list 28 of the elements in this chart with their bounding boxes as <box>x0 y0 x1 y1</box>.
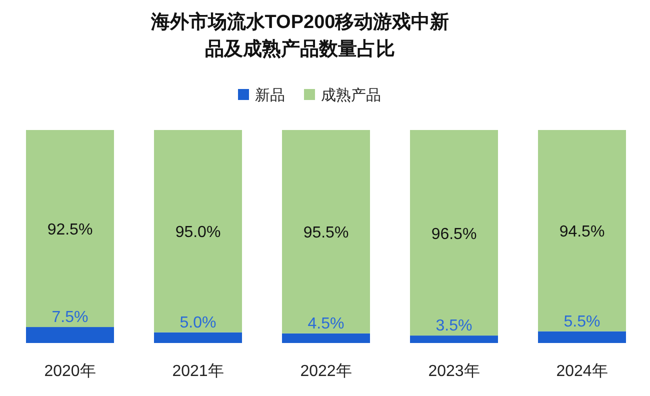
bar <box>26 327 114 343</box>
data-label: 4.5% <box>308 315 344 332</box>
data-label: 95.5% <box>303 224 349 242</box>
data-label: 94.5% <box>559 224 605 241</box>
chart-title: 海外市场流水TOP200移动游戏中新品及成熟产品数量占比 <box>150 11 450 60</box>
x-tick-label: 2024年 <box>556 363 608 380</box>
legend-label: 成熟产品 <box>321 87 381 104</box>
bar <box>410 336 498 343</box>
data-label: 92.5% <box>47 222 93 239</box>
data-label: 96.5% <box>431 226 477 243</box>
data-label: 95.0% <box>175 224 221 242</box>
data-label: 5.5% <box>564 313 600 330</box>
x-tick-label: 2022年 <box>300 363 352 380</box>
x-tick-label: 2021年 <box>172 363 224 380</box>
bar <box>154 332 242 343</box>
bar <box>410 130 498 336</box>
data-label: 3.5% <box>436 318 472 335</box>
data-label: 5.0% <box>180 314 216 332</box>
bar <box>26 130 114 328</box>
x-tick-label: 2020年 <box>44 363 96 380</box>
bar <box>538 130 626 332</box>
legend-label: 新品 <box>255 87 285 104</box>
bar <box>282 130 370 334</box>
x-tick-label: 2023年 <box>428 363 480 380</box>
bar <box>154 130 242 332</box>
bar <box>538 331 626 343</box>
bar <box>282 333 370 343</box>
data-label: 7.5% <box>52 309 88 326</box>
